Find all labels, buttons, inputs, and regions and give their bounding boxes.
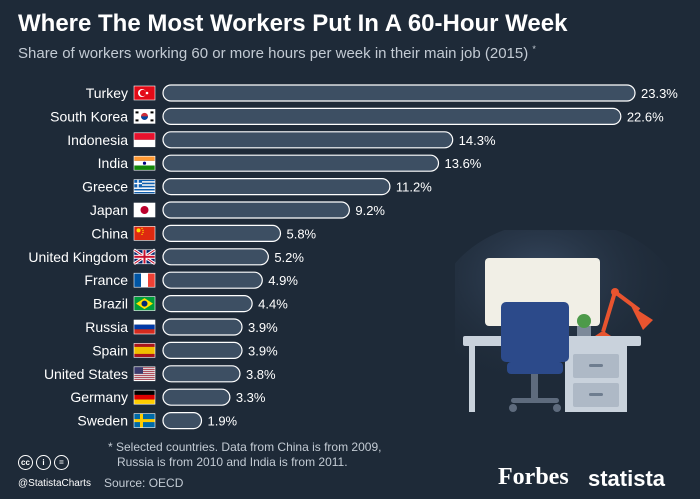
category-label: United Kingdom — [28, 249, 128, 265]
footnote: * Selected countries. Data from China is… — [108, 440, 381, 470]
bar — [162, 388, 231, 406]
bar — [162, 131, 454, 149]
bar — [162, 295, 253, 313]
data-label: 3.8% — [246, 367, 276, 382]
category-label: Turkey — [86, 85, 128, 101]
category-label: India — [98, 155, 129, 171]
flag-france-icon — [133, 272, 156, 288]
flag-brazil-icon — [133, 296, 156, 311]
category-label: Russia — [85, 319, 128, 335]
chart-subtitle: Share of workers working 60 or more hour… — [18, 44, 536, 62]
flag-indonesia-icon — [133, 132, 156, 148]
flag-greece-icon — [133, 179, 156, 194]
flag-spain-icon — [133, 343, 156, 358]
footnote-line-2: Russia is from 2010 and India is from 20… — [117, 455, 348, 469]
data-label: 4.9% — [268, 273, 298, 288]
chart-title: Where The Most Workers Put In A 60-Hour … — [18, 10, 568, 37]
subtitle-text: Share of workers working 60 or more hour… — [18, 45, 529, 62]
source-note: Source: OECD — [104, 476, 184, 490]
flag-russia-icon — [133, 319, 156, 335]
category-label: China — [91, 225, 128, 241]
footnote-line-1: * Selected countries. Data from China is… — [108, 440, 382, 454]
bar — [162, 224, 282, 242]
cc-by-icon: i — [36, 455, 51, 470]
flag-japan-icon — [133, 202, 156, 218]
statista-handle: @StatistaCharts — [18, 478, 91, 489]
bar — [162, 412, 203, 430]
data-label: 9.2% — [355, 203, 385, 218]
bar — [162, 177, 391, 196]
category-label: France — [84, 272, 128, 288]
cc-nd-icon: = — [54, 455, 69, 470]
bar — [162, 84, 636, 102]
category-label: Japan — [90, 202, 128, 218]
flag-south-korea-icon — [133, 109, 156, 124]
flag-turkey-icon — [133, 85, 156, 101]
flag-india-icon — [133, 155, 156, 171]
data-label: 3.9% — [248, 320, 278, 335]
data-label: 5.8% — [286, 226, 316, 241]
bar — [162, 365, 241, 383]
desk-workstation-icon — [455, 230, 685, 412]
bar — [162, 154, 440, 172]
category-label: Indonesia — [67, 132, 128, 148]
flag-united-states-icon — [133, 366, 156, 382]
data-label: 1.9% — [207, 414, 237, 429]
data-label: 13.6% — [445, 156, 482, 171]
category-label: Sweden — [77, 413, 128, 429]
bar — [162, 341, 243, 359]
forbes-logo: Forbes — [498, 464, 569, 490]
bar — [162, 271, 263, 289]
data-label: 3.9% — [248, 343, 278, 358]
cc-icon: cc — [18, 455, 33, 470]
bar — [162, 201, 350, 219]
data-label: 5.2% — [274, 250, 304, 265]
subtitle-footnote-mark: * — [532, 44, 536, 54]
creative-commons-badges: cc i = — [18, 455, 69, 470]
statista-logo: statista — [588, 466, 666, 491]
data-label: 14.3% — [459, 133, 496, 148]
category-label: South Korea — [50, 108, 128, 124]
flag-united-kingdom-icon — [133, 248, 156, 266]
bar — [162, 318, 243, 336]
data-label: 4.4% — [258, 297, 288, 312]
bar — [162, 248, 269, 266]
bar-chart: Turkey 23.3% South Korea 22.6% Indonesia 14.3… — [28, 84, 678, 430]
data-label: 3.3% — [236, 390, 266, 405]
data-label: 11.2% — [396, 180, 432, 195]
category-label: Germany — [70, 389, 128, 405]
data-label: 22.6% — [627, 109, 664, 124]
category-label: Spain — [92, 342, 128, 358]
flag-sweden-icon — [133, 413, 156, 428]
data-label: 23.3% — [641, 86, 678, 101]
flag-china-icon — [133, 226, 156, 241]
category-label: United States — [44, 366, 128, 382]
flag-germany-icon — [133, 389, 156, 405]
bar — [162, 107, 622, 125]
category-label: Brazil — [93, 296, 128, 312]
category-label: Greece — [82, 179, 128, 195]
